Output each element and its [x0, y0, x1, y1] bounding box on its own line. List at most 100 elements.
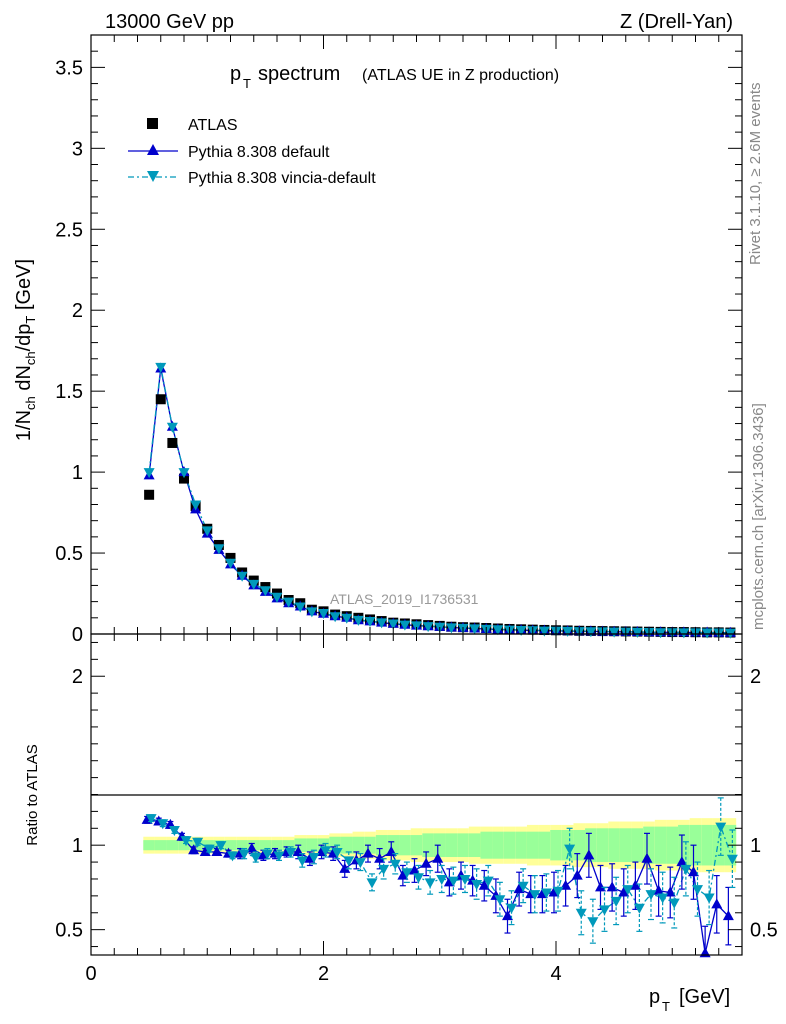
title-spectrum: spectrum	[258, 63, 340, 85]
ratio-point-0	[478, 879, 490, 890]
main-point-2	[225, 558, 236, 569]
legend-item-pythia-default: Pythia 8.308 default	[128, 144, 330, 161]
ratio-point-1	[447, 876, 459, 887]
ratio-xtick-label: 4	[550, 963, 561, 985]
ratio-point-0	[618, 886, 630, 897]
ratio-point-1	[261, 849, 273, 860]
ratio-band-inner	[306, 838, 318, 852]
ratio-point-1	[506, 903, 517, 914]
ratio-point-0	[502, 910, 513, 921]
main-point-2	[422, 622, 434, 633]
ratio-ytick-label: 1	[72, 835, 83, 857]
ratio-band-inner	[608, 828, 620, 863]
ratio-point-1	[552, 886, 564, 897]
xlabel-subscript-t: T	[662, 999, 670, 1014]
main-point-2	[655, 628, 667, 639]
ratio-point-1	[343, 856, 355, 867]
main-point-2	[190, 500, 202, 511]
ratio-band-inner	[399, 835, 411, 856]
ratio-band-inner	[271, 840, 283, 851]
main-point-2	[399, 620, 411, 631]
main-point-0	[179, 473, 189, 484]
ratio-band-inner	[503, 831, 516, 859]
main-point-2	[469, 624, 481, 635]
ratio-point-1	[354, 858, 366, 869]
ratio-band-inner	[701, 824, 713, 866]
main-axis-ticks: 0 0.5 1 1.5 2 2.5 3 3.5	[55, 34, 743, 646]
ratio-xtick-label: 0	[85, 963, 96, 985]
ratio-point-1	[203, 844, 215, 855]
ratio-point-0	[339, 862, 351, 873]
ratio-point-0	[699, 947, 711, 958]
ratio-band-inner	[573, 829, 586, 861]
header-left: 13000 GeV pp	[105, 11, 234, 33]
ratio-band-inner	[340, 836, 353, 854]
main-ytick-label: 1	[72, 462, 83, 484]
ratio-point-0	[513, 883, 525, 894]
ratio-band-inner	[550, 829, 562, 861]
ratio-point-0	[688, 866, 699, 877]
ratio-panel: 0.5 0.5 1 1 2 2 0 2 4 Ratio to ATLAS p T [GeV]	[24, 633, 778, 1014]
ratio-point-0	[188, 844, 200, 855]
ratio-point-1	[680, 864, 692, 875]
main-point-2	[213, 544, 225, 555]
main-ytick-label: 0	[72, 624, 83, 646]
ratio-point-1	[320, 846, 331, 857]
ratio-band-inner	[631, 828, 644, 863]
legend-marker-pythia-vincia	[147, 171, 159, 182]
main-point-2	[236, 571, 248, 582]
main-point-0	[155, 394, 166, 405]
ratio-point-0	[362, 847, 374, 858]
ratio-point-0	[629, 879, 641, 890]
ratio-ytick-label: 0.5	[55, 920, 83, 942]
main-ytick-label: 1.5	[55, 381, 83, 403]
main-point-2	[585, 627, 597, 638]
ratio-point-1	[668, 898, 680, 909]
ratio-band-inner	[387, 835, 400, 856]
title-subscript-t: T	[243, 76, 251, 91]
ratio-point-1	[564, 844, 576, 855]
ratio-band-inner	[224, 840, 237, 851]
main-ytick-label: 3	[72, 138, 83, 160]
ratio-ylabel: Ratio to ATLAS	[24, 744, 41, 845]
ratio-point-0	[432, 852, 444, 863]
ratio-point-1	[389, 859, 401, 870]
ratio-point-1	[575, 908, 587, 919]
ratio-point-0	[676, 856, 688, 867]
main-point-2	[492, 625, 504, 636]
main-point-2	[352, 615, 364, 626]
ratio-band-inner	[457, 833, 469, 858]
legend-marker-pythia-default	[147, 144, 159, 155]
legend-label-atlas: ATLAS	[188, 117, 238, 134]
main-point-2	[329, 612, 341, 623]
main-point-2	[155, 362, 167, 373]
main-point-2	[248, 579, 260, 590]
ratio-point-1	[273, 851, 285, 862]
legend-label-pythia-vincia: Pythia 8.308 vincia-default	[188, 170, 376, 187]
ratio-point-1	[401, 868, 413, 879]
ratio-point-1	[657, 893, 669, 904]
analysis-watermark: ATLAS_2019_I1736531	[330, 591, 479, 607]
ratio-band-inner	[375, 835, 388, 856]
ratio-point-1	[331, 847, 343, 858]
ratio-point-1	[459, 874, 471, 885]
ratio-point-1	[645, 890, 657, 901]
ratio-point-1	[308, 853, 320, 864]
main-point-2	[143, 468, 155, 479]
ratio-point-1	[168, 825, 180, 836]
ratio-point-1	[610, 896, 622, 907]
ratio-band-inner	[492, 831, 504, 859]
ratio-point-0	[595, 881, 606, 892]
ratio-point-1	[366, 878, 378, 889]
ratio-point-1	[599, 905, 610, 916]
ratio-point-1	[238, 849, 250, 860]
ratio-point-1	[145, 814, 157, 825]
ratio-point-1	[413, 873, 424, 884]
title-extra: (ATLAS UE in Z production)	[362, 67, 559, 84]
main-title: p T spectrum (ATLAS UE in Z production)	[230, 63, 559, 91]
ratio-band-inner	[585, 828, 597, 863]
ratio-point-1	[587, 917, 599, 928]
main-point-2	[201, 526, 213, 537]
ratio-band-inner	[352, 836, 365, 854]
main-point-2	[271, 592, 283, 603]
